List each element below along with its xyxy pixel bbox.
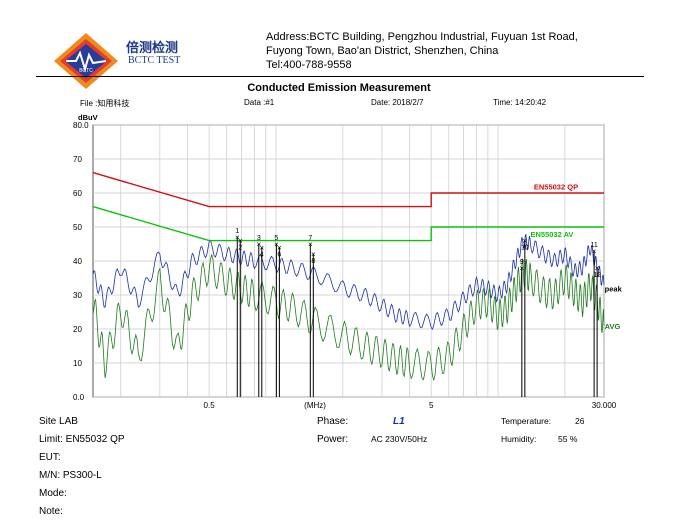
marker-label: 10 (521, 245, 529, 252)
chart-annotation: peak (605, 285, 623, 294)
time-label: Time: 14:20:42 (493, 98, 547, 107)
marker-cross: × (235, 233, 240, 242)
temperature-label: Temperature: (501, 416, 552, 426)
marker-label: 2 (238, 245, 242, 252)
marker-label: 4 (260, 251, 264, 258)
marker-cross: × (520, 264, 525, 273)
marker-label: 12 (593, 272, 601, 279)
header-divider (36, 76, 644, 77)
phase-label: Phase: (317, 416, 349, 427)
date-label: Date: 2018/2/7 (371, 98, 424, 107)
limit-line (92, 171, 604, 208)
marker-cross: × (274, 240, 279, 249)
limit-line (92, 205, 604, 242)
chart-annotation: EN55032 QP (534, 183, 578, 192)
series-line-avg (92, 254, 605, 381)
report-title: Conducted Emission Measurement (247, 82, 431, 94)
marker-label: 6 (277, 251, 281, 258)
file-label: File :知用科技 (80, 99, 130, 108)
phase-value: L1 (393, 416, 405, 427)
telephone: Tel:400-788-9558 (266, 59, 352, 71)
bctc-logo: BCTC (52, 31, 120, 91)
y-tick-label: 30 (73, 291, 82, 300)
marker-label: 11 (590, 242, 597, 249)
x-tick-label: 0.5 (204, 401, 216, 410)
power-value: AC 230V/50Hz (371, 434, 428, 444)
address-line-1: Address:BCTC Building, Pengzhou Industri… (266, 31, 578, 43)
y-tick-label: 50 (73, 223, 82, 232)
y-axis-label: dBuV (78, 113, 98, 122)
y-tick-label: 40 (73, 257, 82, 266)
mode-field: Mode: (39, 488, 67, 499)
y-tick-label: 70 (73, 155, 82, 164)
x-tick-label: 30.000 (592, 401, 617, 410)
chart-annotation: EN55032 AV (530, 230, 573, 239)
marker-cross: × (595, 264, 600, 273)
marker-cross: × (592, 247, 597, 256)
address-line-2: Fuyong Town, Bao'an District, Shenzhen, … (266, 45, 499, 57)
y-tick-label: 80.0 (73, 121, 89, 130)
chart-annotation: AVG (605, 322, 621, 331)
power-label: Power: (317, 434, 349, 445)
svg-text:BCTC: BCTC (79, 68, 93, 74)
marker-label: 5 (274, 235, 278, 242)
marker-label: 7 (308, 235, 312, 242)
x-tick-label: (MHz) (304, 401, 326, 410)
series-line-peak (92, 233, 605, 331)
model-number-field: M/N: PS300-L (39, 470, 102, 481)
humidity-label: Humidity: (501, 434, 537, 444)
limit-field: Limit: EN55032 QP (39, 434, 125, 445)
marker-label: 1 (235, 228, 239, 235)
eut-field: EUT: (39, 452, 61, 463)
note-field: Note: (39, 506, 63, 517)
marker-cross: × (238, 237, 243, 246)
humidity-value: 55 % (558, 434, 578, 444)
marker-label: 3 (257, 235, 261, 242)
brand-english-name: BCTC TEST (128, 55, 181, 66)
y-tick-label: 0.0 (73, 393, 85, 402)
marker-cross: × (256, 240, 261, 249)
data-label: Data :#1 (244, 98, 275, 107)
marker-cross: × (308, 240, 313, 249)
y-tick-label: 20 (73, 325, 82, 334)
marker-label: 8 (311, 258, 315, 265)
y-tick-label: 60 (73, 189, 82, 198)
y-tick-label: 10 (73, 359, 82, 368)
x-tick-label: 5 (429, 401, 434, 410)
brand-chinese-name: 倍测检测 (126, 41, 179, 56)
site-field: Site LAB (39, 416, 78, 427)
temperature-value: 26 (575, 416, 585, 426)
marker-cross: × (277, 243, 282, 252)
marker-cross: × (311, 250, 316, 259)
marker-cross: × (259, 243, 264, 252)
marker-cross: × (523, 237, 528, 246)
marker-label: 9 (520, 259, 524, 266)
